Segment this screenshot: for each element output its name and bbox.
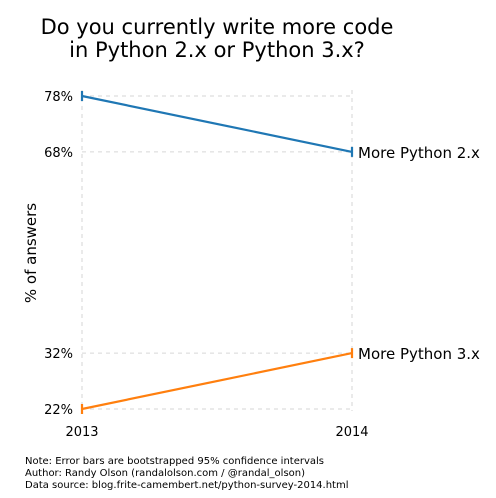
series-label: More Python 2.x <box>358 144 480 162</box>
note-data-source: Data source: blog.frite-camembert.net/py… <box>25 480 349 491</box>
y-tick-label: 32% <box>44 347 73 362</box>
chart-title: Do you currently write more code in Pyth… <box>41 15 394 62</box>
title-line-1: Do you currently write more code <box>41 15 394 39</box>
note-author: Author: Randy Olson (randalolson.com / @… <box>25 468 306 479</box>
x-tick-label: 2014 <box>335 425 368 440</box>
y-tick-label: 78% <box>44 90 73 105</box>
x-tick-label: 2013 <box>65 425 98 440</box>
note-error-bars: Note: Error bars are bootstrapped 95% co… <box>25 456 325 467</box>
y-tick-label: 68% <box>44 146 73 161</box>
series-line <box>81 94 353 153</box>
series-labels: More Python 2.x More Python 3.x <box>358 144 480 363</box>
series-line <box>81 352 353 411</box>
series-lines <box>80 91 354 414</box>
title-line-2: in Python 2.x or Python 3.x? <box>69 38 365 62</box>
y-tick-labels: 78% 68% 32% 22% <box>44 90 73 418</box>
grid-lines <box>81 90 353 411</box>
series-label: More Python 3.x <box>358 345 480 363</box>
y-tick-label: 22% <box>44 403 73 418</box>
x-tick-labels: 2013 2014 <box>65 425 368 440</box>
y-axis-label: % of answers <box>22 203 40 303</box>
